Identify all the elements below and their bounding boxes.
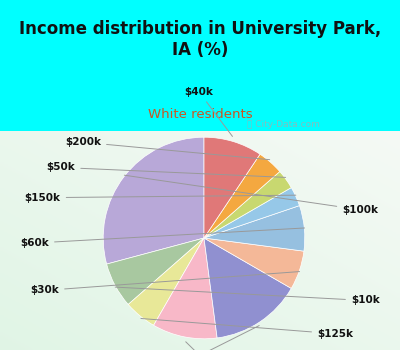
Text: $125k: $125k bbox=[141, 318, 353, 339]
Text: $150k: $150k bbox=[25, 193, 296, 203]
Text: $30k: $30k bbox=[30, 272, 300, 295]
Text: ⓘ City-Data.com: ⓘ City-Data.com bbox=[247, 120, 320, 128]
Text: $75k: $75k bbox=[134, 326, 259, 350]
Wedge shape bbox=[204, 205, 305, 251]
Wedge shape bbox=[204, 172, 291, 238]
Text: Income distribution in University Park,
IA (%): Income distribution in University Park, … bbox=[19, 20, 381, 58]
Wedge shape bbox=[204, 238, 291, 338]
Text: $60k: $60k bbox=[20, 228, 304, 248]
Wedge shape bbox=[204, 154, 280, 238]
Wedge shape bbox=[154, 238, 217, 339]
Text: $20k: $20k bbox=[186, 342, 249, 350]
Text: White residents: White residents bbox=[148, 108, 252, 121]
Text: $100k: $100k bbox=[124, 175, 378, 215]
Wedge shape bbox=[204, 238, 304, 288]
Text: $40k: $40k bbox=[184, 87, 232, 136]
Text: $50k: $50k bbox=[46, 162, 286, 177]
Wedge shape bbox=[103, 137, 204, 264]
Wedge shape bbox=[128, 238, 204, 325]
Wedge shape bbox=[107, 238, 204, 304]
Wedge shape bbox=[204, 137, 260, 238]
Text: $10k: $10k bbox=[115, 287, 380, 306]
Wedge shape bbox=[204, 188, 300, 238]
Text: $200k: $200k bbox=[65, 137, 270, 160]
